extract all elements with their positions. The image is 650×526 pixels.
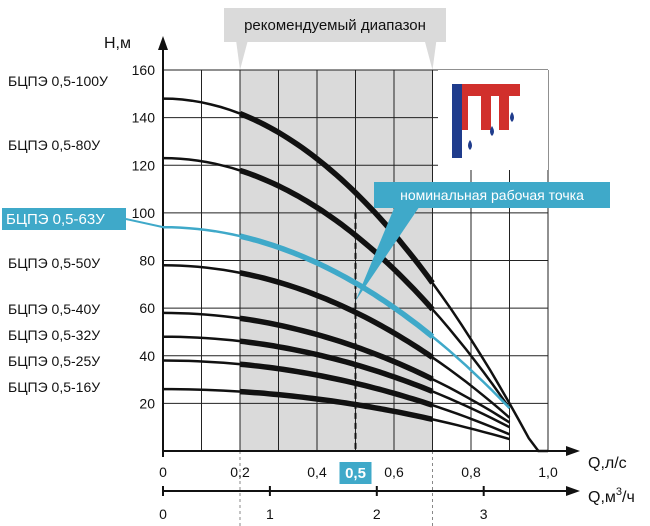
x-tick-label: 1,0 xyxy=(538,464,558,480)
curve-recommended-5 xyxy=(239,338,434,394)
nominal-point-callout: номинальная рабочая точка xyxy=(355,182,610,301)
x2-tick-label: 2 xyxy=(373,506,381,522)
x2-tick-label: 1 xyxy=(266,506,274,522)
x2-tick-label: 3 xyxy=(480,506,488,522)
curve-recommended-1 xyxy=(239,167,435,312)
range-tab-right xyxy=(424,40,437,70)
curve-recommended-7 xyxy=(239,388,434,422)
curve-label: БЦПЭ 0,5-32У xyxy=(8,327,100,343)
curve-label-connector xyxy=(125,218,164,229)
curve-recommended-6 xyxy=(239,361,434,408)
curve-label: БЦПЭ 0,5-80У xyxy=(8,137,100,153)
highlight-tick-label: 0,5 xyxy=(345,465,366,482)
x-tick-label: 0 xyxy=(159,464,167,480)
curve-labels: БЦПЭ 0,5-100У БЦПЭ 0,5-80У БЦПЭ 0,5-63У БЦП… xyxy=(2,73,164,395)
y-tick-label: 140 xyxy=(132,110,156,126)
brand-logo xyxy=(438,70,548,170)
curve-label: БЦПЭ 0,5-50У xyxy=(8,255,100,271)
y-tick-label: 100 xyxy=(132,205,156,221)
y-axis-title: Н,м xyxy=(104,35,131,52)
y-tick-label: 20 xyxy=(139,395,155,411)
y-tick-label: 120 xyxy=(132,157,156,173)
curve-recommended-3 xyxy=(239,270,435,360)
range-tab-left xyxy=(236,40,248,70)
range-label: рекомендуемый диапазон xyxy=(244,17,426,34)
x-tick-label: 0,2 xyxy=(230,464,250,480)
x-axis-arrow xyxy=(566,446,580,456)
logo-mark-icon xyxy=(452,84,520,158)
y-tick-label: 60 xyxy=(139,300,155,316)
curve-recommended-0 xyxy=(238,111,435,285)
curve-label: БЦПЭ 0,5-40У xyxy=(8,301,100,317)
y-tick-label: 80 xyxy=(139,253,155,269)
y-tick-label: 40 xyxy=(139,348,155,364)
curve-label: БЦПЭ 0,5-16У xyxy=(8,379,100,395)
x2-axis-arrow xyxy=(566,486,580,496)
x-tick-label: 0,6 xyxy=(384,464,404,480)
callout-label: номинальная рабочая точка xyxy=(400,187,584,203)
range-label-box xyxy=(224,8,446,42)
callout-pointer xyxy=(355,194,428,301)
highlight-tick-box xyxy=(339,462,372,484)
x-axis-title: Q,л/с xyxy=(588,455,627,472)
y-axis-arrow xyxy=(158,36,168,50)
x2-tick-label: 0 xyxy=(159,506,167,522)
x-tick-label: 0,8 xyxy=(461,464,481,480)
curve-label-highlight-box xyxy=(2,208,126,230)
curve-label: БЦПЭ 0,5-100У xyxy=(8,73,108,89)
curve-label: БЦПЭ 0,5-63У xyxy=(6,211,105,228)
callout-box xyxy=(374,182,610,208)
curve-recommended-2 xyxy=(239,233,435,339)
x2-axis-title: Q,м3/ч xyxy=(588,486,635,506)
x-tick-label: 0,4 xyxy=(307,464,327,480)
curve-recommended-4 xyxy=(239,315,434,382)
recommended-range-band: рекомендуемый диапазон xyxy=(224,8,446,526)
curve-label: БЦПЭ 0,5-25У xyxy=(8,353,100,369)
pump-curves xyxy=(162,97,548,453)
y-tick-label: 160 xyxy=(132,62,156,78)
